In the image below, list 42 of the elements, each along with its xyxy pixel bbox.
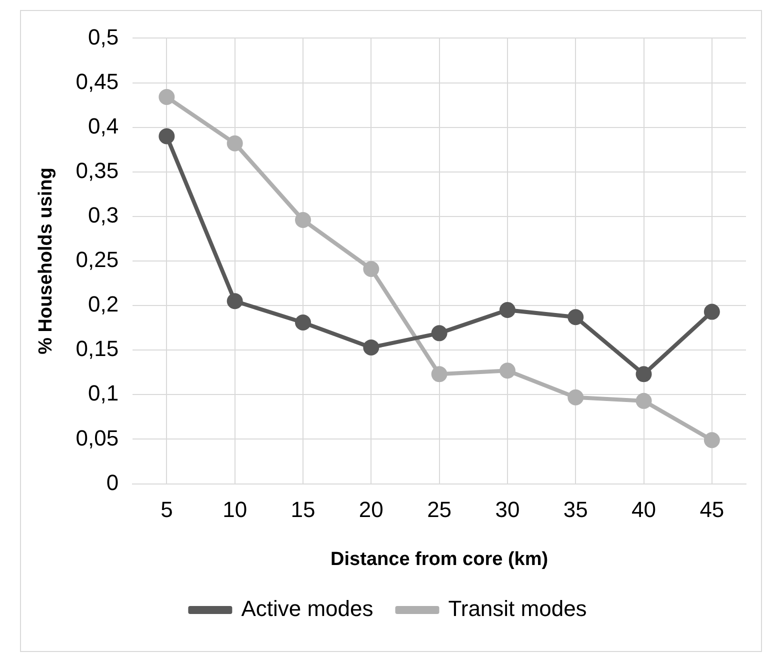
x-axis-title: Distance from core (km) (330, 548, 548, 570)
point (158, 128, 175, 144)
point (295, 212, 311, 228)
point (363, 339, 380, 356)
x-tick-label: 45 (700, 497, 724, 522)
y-axis-title: % Households using (36, 168, 57, 354)
y-tick-label: 0,25 (76, 247, 119, 272)
point (295, 314, 311, 330)
x-tick-label: 35 (563, 497, 588, 522)
x-tick-label: 30 (495, 497, 520, 522)
point (499, 302, 516, 318)
y-tick-label: 0,4 (88, 113, 119, 138)
y-tick-label: 0,5 (88, 24, 119, 50)
point (568, 309, 584, 326)
point (226, 135, 243, 152)
point (431, 366, 448, 382)
x-tick-label: 20 (358, 497, 384, 522)
point (704, 304, 720, 320)
x-tick-label: 40 (632, 497, 656, 522)
y-tick-label: 0,45 (76, 68, 119, 94)
point (226, 293, 243, 310)
legend-label: Transit modes (448, 596, 587, 622)
y-tick-label: 0,05 (76, 425, 119, 450)
point (636, 392, 652, 409)
y-tick-label: 0,35 (76, 158, 119, 183)
point (499, 362, 516, 379)
point (158, 89, 175, 106)
y-tick-label: 0,3 (88, 202, 119, 228)
point (568, 389, 584, 406)
x-tick-label: 15 (290, 497, 316, 522)
x-tick-label: 25 (427, 497, 452, 522)
x-tick-label: 5 (160, 497, 173, 522)
y-tick-label: 0,15 (76, 336, 119, 362)
point (704, 432, 720, 448)
y-tick-label: 0,2 (88, 292, 119, 317)
point (431, 325, 448, 342)
y-tick-label: 0 (106, 470, 119, 495)
point (363, 261, 380, 278)
point (636, 366, 652, 382)
x-tick-label: 10 (222, 497, 248, 522)
y-tick-label: 0,1 (88, 380, 119, 406)
legend-label: Active modes (241, 596, 374, 622)
